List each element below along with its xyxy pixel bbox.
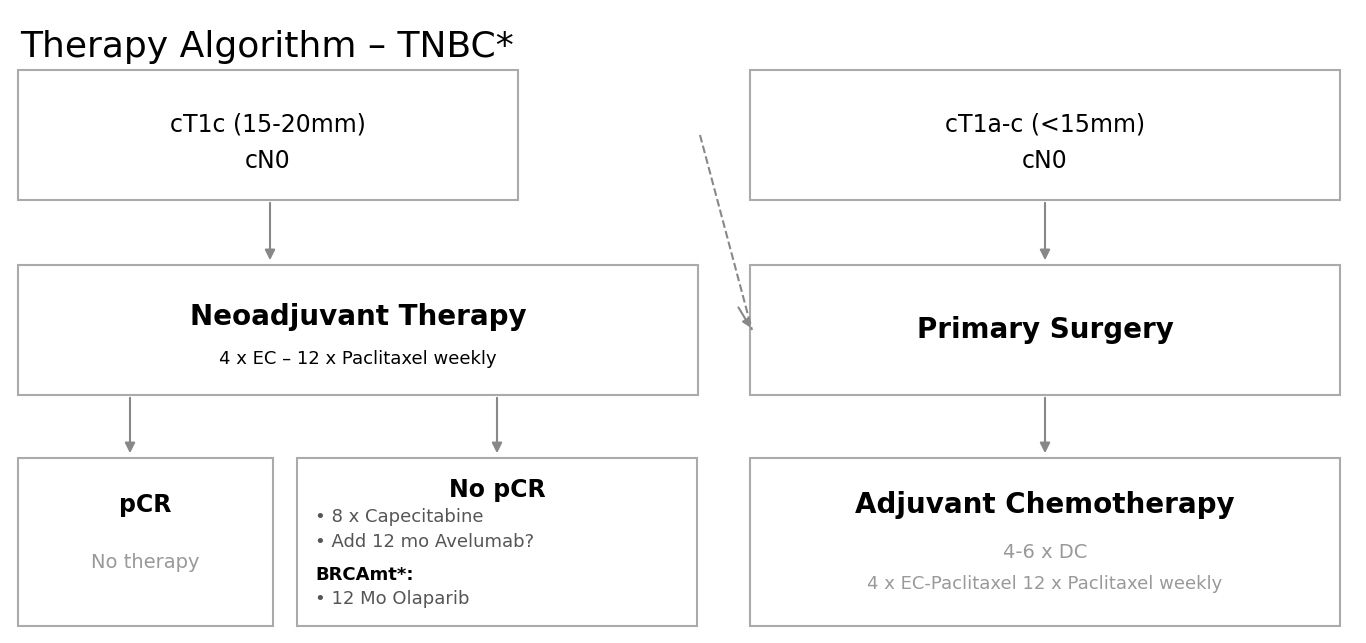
Text: Adjuvant Chemotherapy: Adjuvant Chemotherapy — [855, 491, 1235, 519]
Text: Therapy Algorithm – TNBC*: Therapy Algorithm – TNBC* — [20, 30, 514, 64]
Bar — [750, 70, 1340, 200]
Text: BRCAmt*:: BRCAmt*: — [316, 566, 414, 584]
Bar — [18, 458, 273, 626]
Text: No pCR: No pCR — [448, 478, 545, 502]
Text: cT1c (15-20mm): cT1c (15-20mm) — [169, 113, 366, 136]
Text: pCR: pCR — [119, 493, 172, 517]
Text: • 8 x Capecitabine: • 8 x Capecitabine — [316, 508, 484, 526]
Text: Primary Surgery: Primary Surgery — [917, 316, 1173, 344]
Bar — [750, 458, 1340, 626]
Text: cT1a-c (<15mm): cT1a-c (<15mm) — [945, 113, 1145, 136]
Text: cN0: cN0 — [1022, 149, 1068, 173]
Bar — [18, 70, 518, 200]
Text: • 12 Mo Olaparib: • 12 Mo Olaparib — [316, 590, 470, 608]
Text: cN0: cN0 — [245, 149, 291, 173]
Text: No therapy: No therapy — [92, 553, 199, 572]
Text: 4 x EC-Paclitaxel 12 x Paclitaxel weekly: 4 x EC-Paclitaxel 12 x Paclitaxel weekly — [867, 575, 1223, 593]
Bar — [296, 458, 697, 626]
Bar — [750, 265, 1340, 395]
Bar — [18, 265, 698, 395]
Text: Neoadjuvant Therapy: Neoadjuvant Therapy — [190, 303, 526, 331]
Text: 4 x EC – 12 x Paclitaxel weekly: 4 x EC – 12 x Paclitaxel weekly — [219, 350, 497, 368]
Text: 4-6 x DC: 4-6 x DC — [1003, 543, 1087, 561]
Text: • Add 12 mo Avelumab?: • Add 12 mo Avelumab? — [316, 533, 534, 551]
